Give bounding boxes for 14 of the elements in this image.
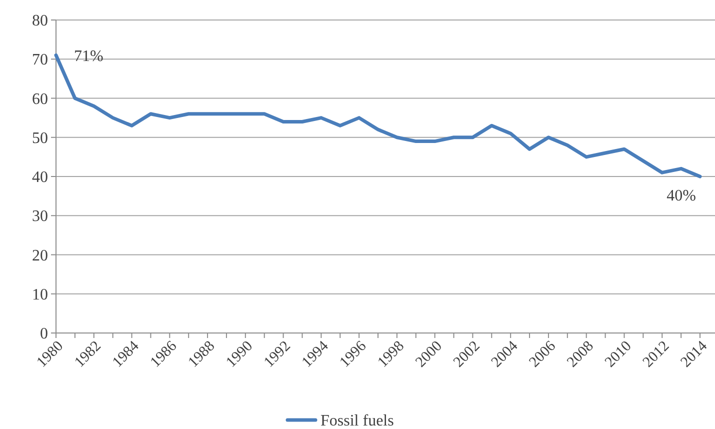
y-tick-label: 50 — [32, 130, 48, 147]
x-tick-label: 1982 — [72, 338, 104, 371]
y-tick-label: 80 — [32, 12, 48, 30]
y-tick-label: 70 — [32, 52, 48, 69]
annotation: 40% — [666, 188, 696, 204]
y-tick-label: 60 — [32, 90, 48, 108]
legend-label: Fossil fuels — [320, 412, 394, 429]
y-tick-label: 40 — [32, 169, 48, 186]
annotation: 71% — [74, 48, 104, 66]
y-tick-label: 30 — [32, 208, 48, 226]
y-tick-label: 20 — [32, 247, 48, 264]
x-tick-label: 1990 — [223, 338, 256, 371]
x-tick-label: 1992 — [261, 338, 294, 371]
y-tick-label: 10 — [32, 286, 48, 304]
